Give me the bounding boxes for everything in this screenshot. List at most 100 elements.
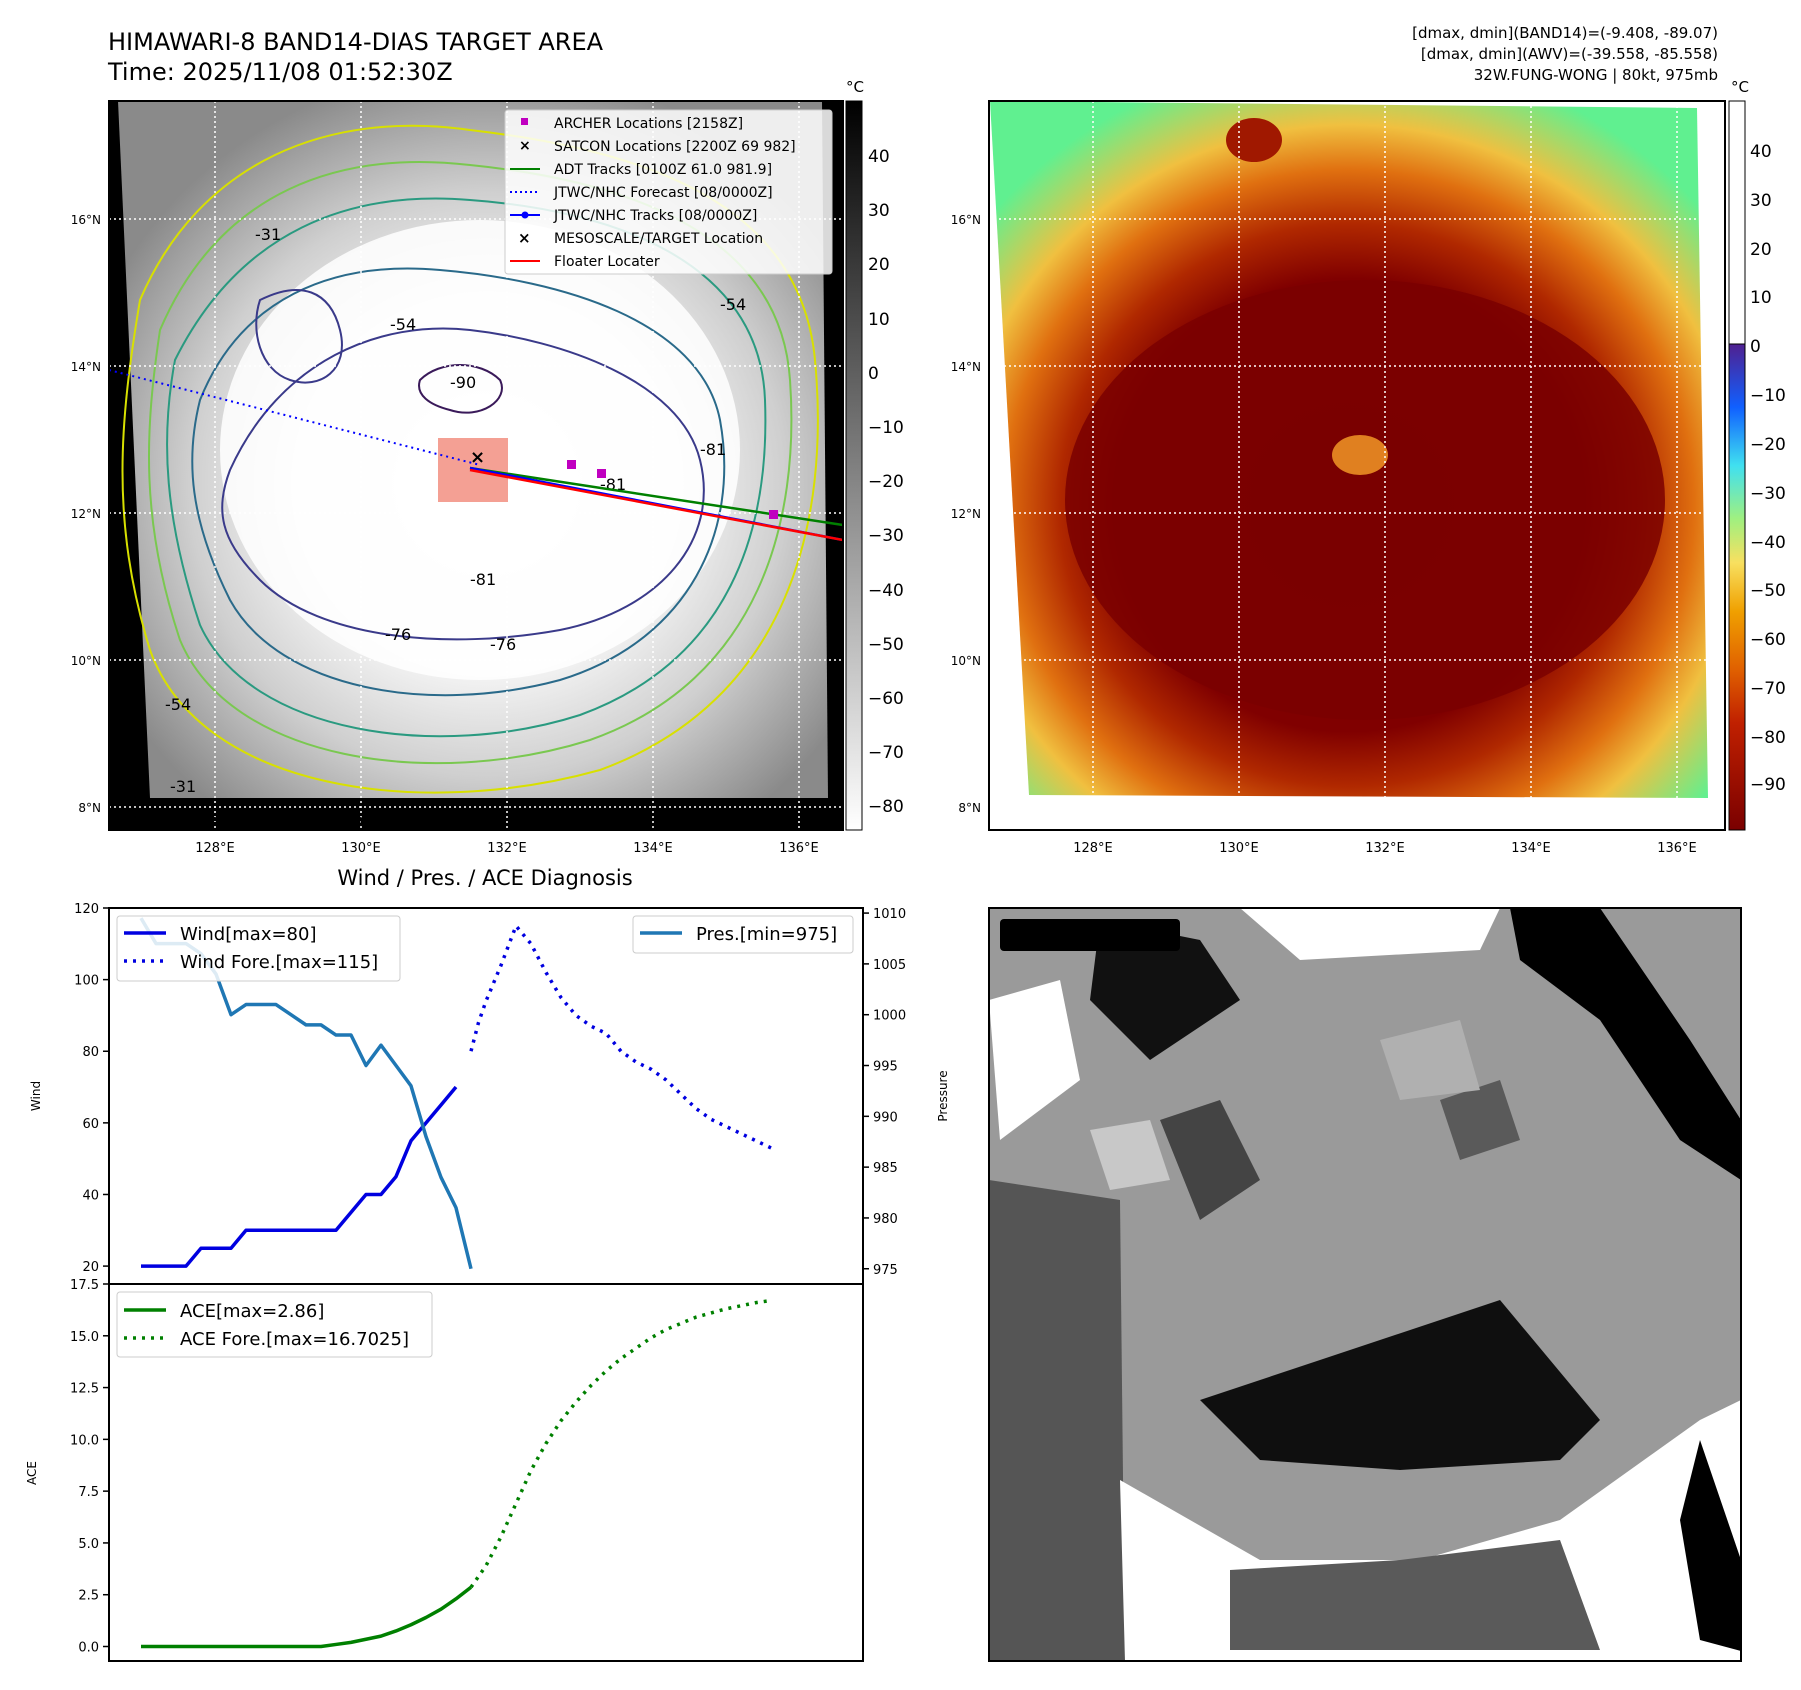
lat-label: 8°N	[958, 801, 981, 815]
wind-line	[141, 1085, 458, 1268]
pressure-axis-label: Pressure	[936, 1070, 950, 1121]
ace-series-group	[141, 1298, 772, 1649]
wmg-region-black	[1680, 1440, 1741, 1651]
wmg-region-light	[1090, 1120, 1170, 1190]
mesoscale-marker: ×	[470, 447, 485, 468]
colorbar-tick: 10	[868, 310, 890, 330]
ace-chart: ACE 17.5 15.0 12.5 10.0 7.5 5.0 2.5 0.0 ACE[max…	[25, 1278, 864, 1662]
lon-label: 134°E	[633, 841, 673, 856]
legend-marker-archer	[521, 118, 528, 125]
lat-label: 14°N	[951, 360, 981, 374]
colorbar-tick: −50	[1750, 581, 1786, 601]
pressure-tick-label: 995	[873, 1060, 898, 1075]
pressure-tick-label: 985	[873, 1161, 898, 1176]
jtwc-forecast-track	[109, 369, 481, 466]
contour-label: -54	[165, 695, 191, 714]
lat-labels-b: 16°N 14°N 12°N 10°N 8°N	[951, 213, 981, 815]
color-map-frame	[988, 100, 1726, 831]
legend-label: Floater Locater	[554, 254, 660, 270]
wmg-region-black	[1510, 908, 1741, 1180]
colorbar-tick: −90	[1750, 775, 1786, 795]
legend-label: ARCHER Locations [2158Z]	[554, 116, 743, 132]
info-line3: 32W.FUNG-WONG | 80kt, 975mb	[1474, 66, 1718, 84]
archer-marker	[769, 510, 778, 519]
wind-yticks: 120 100 80 60 40 20	[74, 902, 109, 1275]
ace-tick-label: 5.0	[78, 1537, 99, 1552]
lon-label: 136°E	[1657, 841, 1697, 856]
legend-label: JTWC/NHC Tracks [08/0000Z]	[553, 208, 757, 224]
legend-marker-satcon: ×	[519, 138, 531, 154]
cold-core	[1065, 280, 1665, 720]
colorbar-tick: −50	[868, 635, 904, 655]
wind-tick-label: 40	[82, 1188, 99, 1203]
contour-label: -31	[170, 777, 196, 796]
legend-box	[116, 1291, 433, 1358]
lat-label: 8°N	[78, 801, 101, 815]
pressure-tick-label: 980	[873, 1212, 898, 1227]
wmg-count-label: WMG Count: 0	[1008, 925, 1161, 947]
wmg-region-white	[989, 980, 1080, 1140]
wmg-region-grey	[1230, 1540, 1600, 1650]
color-map-panel: 16°N 14°N 12°N 10°N 8°N 128°E 130°E 132°…	[951, 78, 1786, 856]
legend-label: MESOSCALE/TARGET Location	[554, 231, 763, 247]
lat-label: 14°N	[71, 360, 101, 374]
colorbar-unit: °C	[846, 78, 864, 96]
lon-labels-a: 128°E 130°E 132°E 134°E 136°E	[195, 841, 819, 856]
legend-box	[504, 109, 833, 275]
lat-label: 10°N	[71, 654, 101, 668]
wmg-frame	[988, 907, 1742, 1662]
wmg-region-dark	[989, 1180, 1125, 1661]
legend-label: ACE[max=2.86]	[180, 1301, 324, 1322]
eye-feature	[1332, 435, 1388, 475]
map-legend: ARCHER Locations [2158Z] × SATCON Locati…	[504, 109, 833, 275]
legend-label: Pres.[min=975]	[696, 924, 837, 945]
colorbar-tick: −20	[868, 472, 904, 492]
legend-box	[116, 915, 401, 982]
lon-label: 130°E	[341, 841, 381, 856]
legend-label: ADT Tracks [0100Z 61.0 981.9]	[554, 162, 772, 178]
wind-tick-label: 60	[82, 1117, 99, 1132]
ace-line	[141, 1585, 473, 1649]
colorbar-tick: 20	[1750, 240, 1772, 260]
colorbar-tick: −30	[1750, 484, 1786, 504]
lon-label: 136°E	[779, 841, 819, 856]
ace-forecast-line	[469, 1298, 772, 1589]
wmg-region-white	[1240, 908, 1500, 960]
contour-label: -76	[385, 625, 411, 644]
colorbar-tick: −70	[868, 743, 904, 763]
colorbar-unit: °C	[1731, 78, 1749, 96]
archer-marker	[597, 469, 606, 478]
legend-label: ACE Fore.[max=16.7025]	[180, 1329, 409, 1350]
ace-legend: ACE[max=2.86] ACE Fore.[max=16.7025]	[116, 1291, 433, 1358]
legend-label: SATCON Locations [2200Z 69 982]	[554, 139, 796, 155]
colorbar-tick: −60	[1750, 630, 1786, 650]
pressure-tick-label: 1000	[873, 1009, 906, 1024]
ir-map-panel: -90 -81 -81 -81 -76 -76 -54 -54 -54 -31 …	[71, 78, 904, 856]
ace-tick-label: 15.0	[70, 1330, 99, 1345]
ace-tick-label: 7.5	[78, 1485, 99, 1500]
copyright-text: Copyright © 2020-2025 Dapiya	[112, 811, 391, 830]
lat-label: 16°N	[71, 213, 101, 227]
colorbar-tick: −70	[1750, 679, 1786, 699]
ace-tick-label: 0.0	[78, 1641, 99, 1656]
wmg-region-black	[1090, 920, 1240, 1060]
contour-label: -81	[470, 570, 496, 589]
info-line2: [dmax, dmin](AWV)=(-39.558, -85.558)	[1421, 45, 1718, 63]
chart-title: Wind / Pres. / ACE Diagnosis	[337, 866, 632, 890]
lat-label: 12°N	[951, 507, 981, 521]
ir-map-frame	[108, 100, 844, 831]
pressure-yticks: 1010 1005 1000 995 990 985 980 975	[863, 907, 906, 1278]
pressure-tick-label: 1005	[873, 958, 906, 973]
contours	[121, 124, 819, 794]
contour-label: -54	[720, 295, 746, 314]
wind-tick-label: 80	[82, 1045, 99, 1060]
colorbar-color-ticks: 40 30 20 10 0 −10 −20 −30 −40 −50 −60 −7…	[1750, 142, 1786, 795]
wind-forecast-line	[469, 924, 772, 1150]
wmg-region-black	[1200, 1300, 1600, 1470]
colorbar-tick: −80	[1750, 728, 1786, 748]
pressure-tick-label: 1010	[873, 907, 906, 922]
colorbar-tick: −10	[868, 418, 904, 438]
legend-box	[632, 915, 854, 954]
adt-track	[469, 466, 843, 527]
colorbar-tick: 20	[868, 255, 890, 275]
